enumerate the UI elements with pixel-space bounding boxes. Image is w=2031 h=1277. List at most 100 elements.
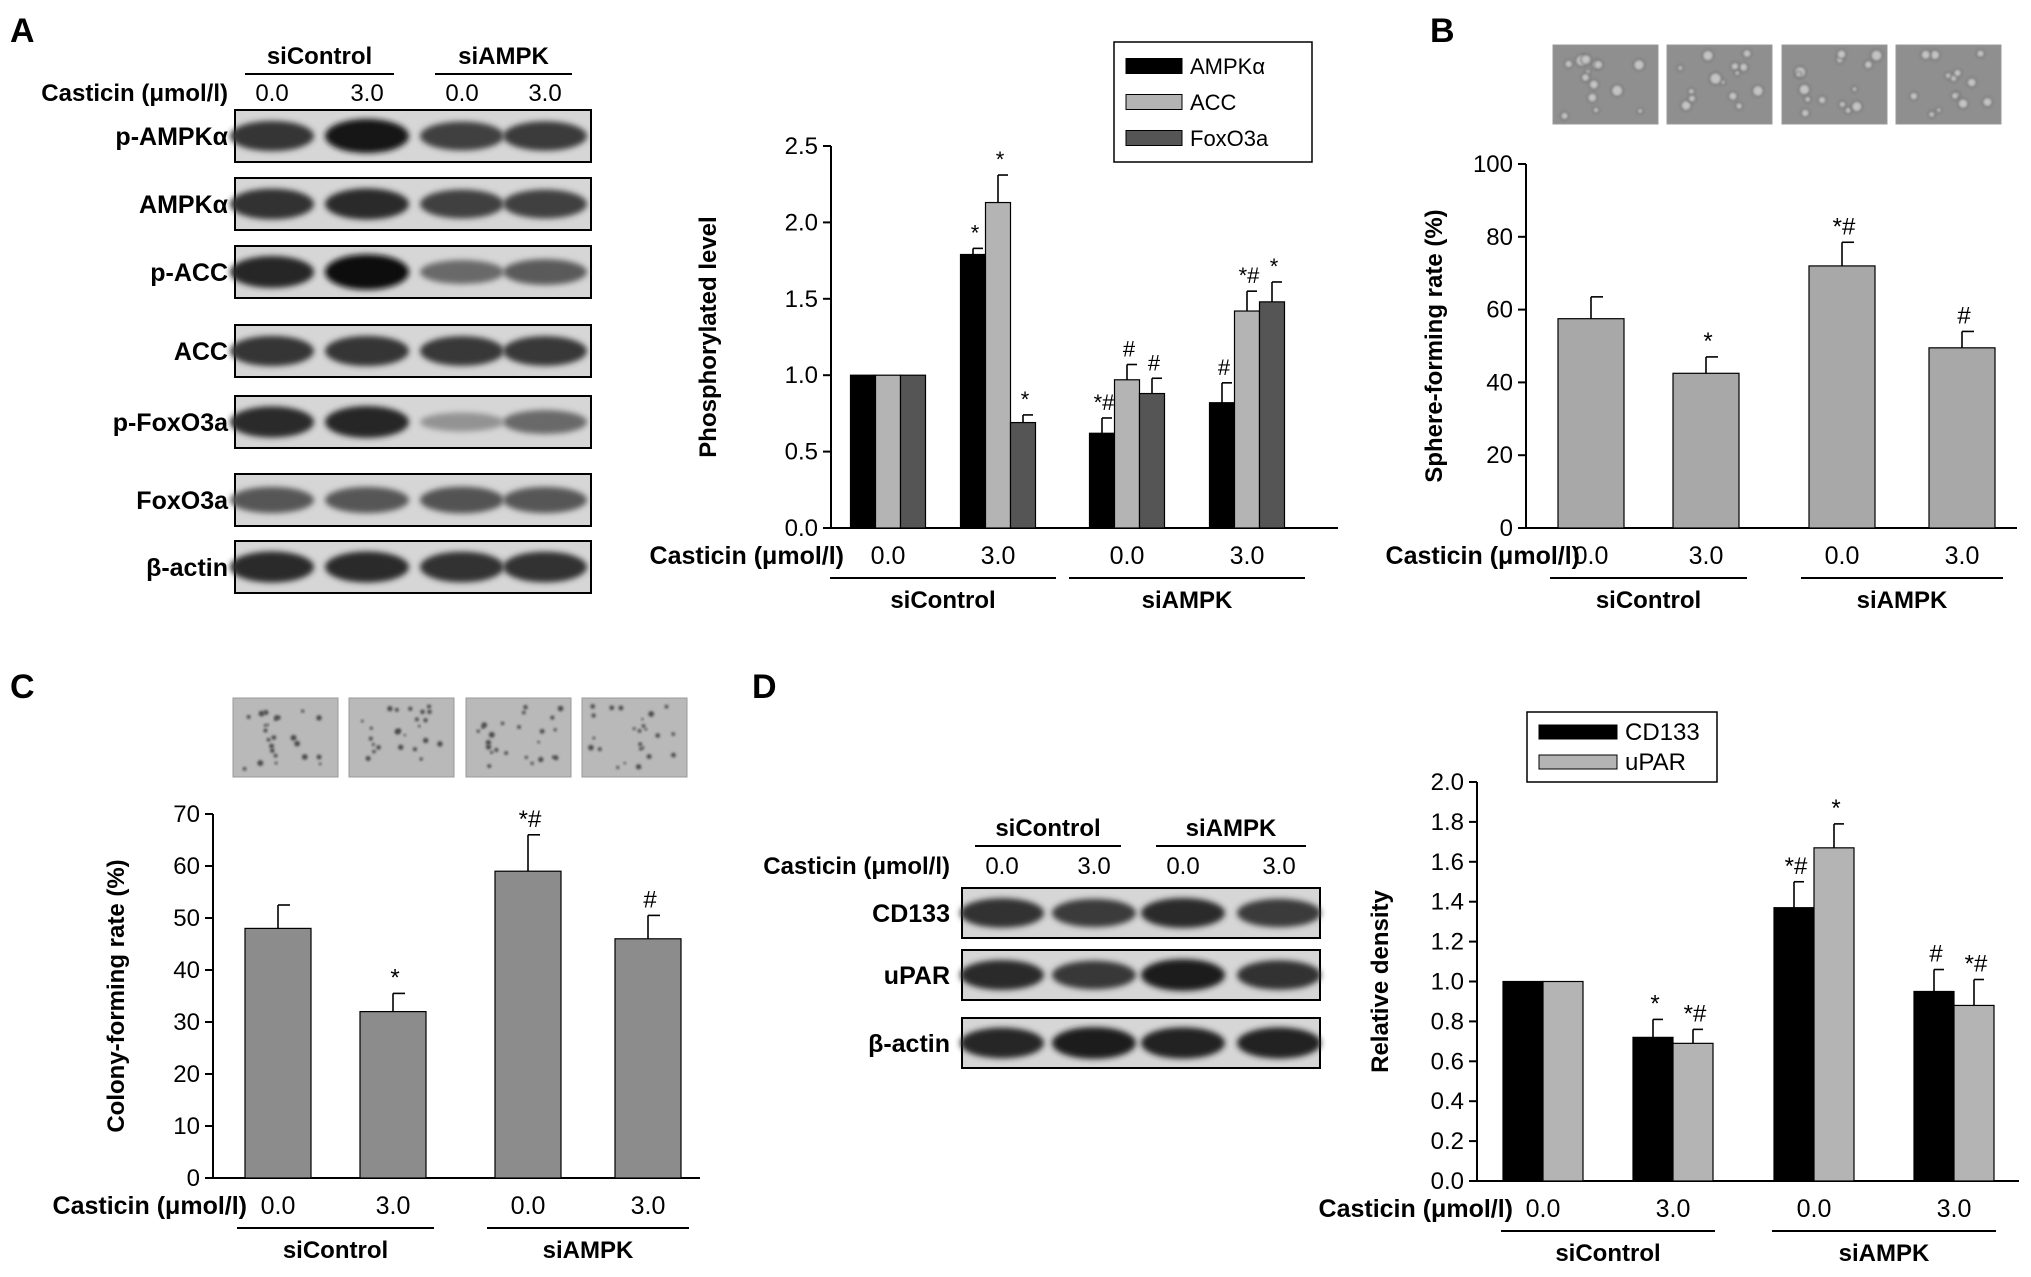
cell-sphere <box>263 728 268 733</box>
cell-sphere <box>538 756 544 763</box>
significance-marker: # <box>1148 350 1161 375</box>
dose-label: 3.0 <box>1656 1195 1691 1223</box>
cell-sphere <box>1909 91 1919 101</box>
y-tick-label: 60 <box>1486 297 1513 324</box>
bar <box>1813 847 1855 1182</box>
cell-sphere <box>557 705 564 712</box>
cell-sphere <box>517 725 521 729</box>
legend-label: FoxO3a <box>1190 126 1269 151</box>
blot-row-label: ACC <box>174 338 228 366</box>
cell-sphere <box>290 734 297 741</box>
y-tick-label: 80 <box>1486 224 1513 251</box>
blot-band <box>1141 1027 1225 1059</box>
cell-sphere <box>274 761 278 765</box>
cell-sphere <box>638 742 643 747</box>
blot-dose-label: 0.0 <box>985 853 1018 880</box>
y-axis-label: Sphere-forming rate (%) <box>1421 209 1448 482</box>
cell-sphere <box>1870 49 1883 62</box>
y-tick-label: 0.5 <box>785 439 818 466</box>
group-label: siControl <box>1555 1240 1660 1267</box>
cell-sphere <box>420 709 425 715</box>
blot-group-label: siAMPK <box>458 43 549 70</box>
cell-sphere <box>371 742 375 747</box>
dose-label: 3.0 <box>981 542 1016 570</box>
cell-sphere <box>269 743 275 749</box>
cell-sphere <box>1950 91 1960 101</box>
bar <box>984 201 1012 529</box>
y-tick-label: 1.2 <box>1431 929 1464 956</box>
dose-label: 0.0 <box>261 1192 296 1220</box>
dose-label: 0.0 <box>511 1192 546 1220</box>
cell-sphere <box>1966 77 1977 88</box>
blot-band <box>325 254 409 290</box>
blot-treatment-label: Casticin (μmol/l) <box>41 80 228 107</box>
cell-sphere <box>301 754 308 760</box>
cell-sphere <box>671 752 676 758</box>
bar <box>959 253 987 529</box>
cell-sphere <box>403 733 407 737</box>
cell-sphere <box>494 747 499 753</box>
significance-marker: *# <box>1965 951 1988 978</box>
cell-sphere <box>485 739 492 746</box>
cell-sphere <box>266 737 271 742</box>
cell-sphere <box>417 724 421 728</box>
legend-label: ACC <box>1190 90 1237 115</box>
micrograph-image <box>581 697 688 778</box>
cell-sphere <box>1735 101 1744 111</box>
blot-band <box>1141 897 1225 929</box>
micrograph-image <box>348 697 455 778</box>
bar <box>1542 980 1584 1182</box>
blot-band <box>420 121 504 151</box>
legend-box <box>1526 711 1718 783</box>
significance-marker: * <box>1831 795 1840 822</box>
cell-sphere <box>1982 96 1993 108</box>
cell-sphere <box>632 727 636 731</box>
blot-band <box>1237 960 1321 990</box>
blot-row-label: β-actin <box>868 1030 950 1058</box>
cell-sphere <box>1957 98 1969 110</box>
micrograph-image <box>465 697 572 778</box>
cell-sphere <box>522 710 526 715</box>
bar <box>1557 318 1625 529</box>
cell-sphere <box>655 733 660 738</box>
y-tick-label: 10 <box>173 1113 200 1140</box>
cell-sphere <box>481 725 485 729</box>
x-axis-label: Casticin (μmol/l) <box>1319 1195 1513 1223</box>
cell-sphere <box>397 728 401 733</box>
cell-sphere <box>1730 61 1740 71</box>
blot-group-label: siAMPK <box>1186 815 1277 842</box>
cell-sphere <box>592 736 596 740</box>
blot-band <box>230 551 314 583</box>
blot-band <box>230 486 314 514</box>
cell-sphere <box>1851 100 1863 113</box>
cell-sphere <box>1593 59 1604 70</box>
cell-sphere <box>504 751 509 755</box>
cell-sphere <box>368 736 373 741</box>
bar <box>1672 372 1740 529</box>
y-tick-label: 70 <box>173 801 200 828</box>
significance-marker: *# <box>1833 213 1856 240</box>
bar <box>1913 990 1955 1182</box>
y-tick-label: 2.0 <box>785 209 818 236</box>
y-tick-label: 0.2 <box>1431 1128 1464 1155</box>
bar <box>874 374 902 529</box>
cell-sphere <box>537 740 540 744</box>
cell-sphere <box>376 745 381 750</box>
y-tick-label: 1.0 <box>785 362 818 389</box>
cell-sphere <box>372 749 376 754</box>
blot-band <box>420 260 504 284</box>
cell-sphere <box>487 764 492 769</box>
significance-marker: * <box>390 964 399 991</box>
significance-marker: *# <box>1785 853 1808 880</box>
blot-band <box>230 120 314 152</box>
y-tick-label: 50 <box>173 905 200 932</box>
blot-band <box>1052 1027 1136 1059</box>
significance-marker: *# <box>519 806 542 833</box>
cell-sphere <box>1560 111 1569 121</box>
significance-marker: # <box>1218 355 1231 380</box>
blot-row-label: β-actin <box>146 554 228 582</box>
y-tick-label: 2.0 <box>1431 769 1464 796</box>
dose-label: 0.0 <box>1574 542 1609 570</box>
significance-marker: * <box>1021 387 1030 412</box>
dose-label: 3.0 <box>376 1192 411 1220</box>
